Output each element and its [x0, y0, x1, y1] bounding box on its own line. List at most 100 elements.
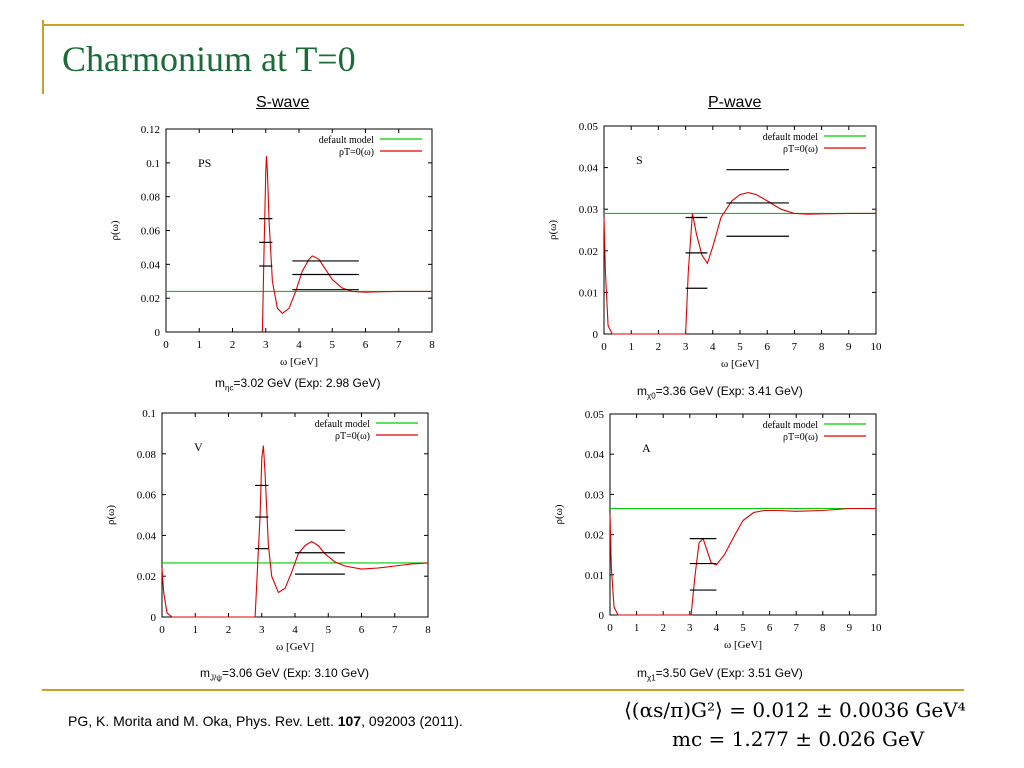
reference-citation: PG, K. Morita and M. Oka, Phys. Rev. Let…	[68, 713, 463, 729]
s-series-rho-t0-line	[603, 192, 876, 335]
p-wave-heading: P-wave	[708, 94, 762, 111]
ps-xtick-label: 0	[163, 339, 169, 351]
v-mass-caption-m: m	[200, 666, 210, 680]
v-legend-label: ρT=0(ω)	[335, 431, 370, 442]
slide-title: Charmonium at T=0	[62, 39, 356, 79]
ps-ytick-label: 0	[155, 327, 161, 339]
v-ytick-label: 0.02	[137, 571, 156, 583]
reference-pre: PG, K. Morita and M. Oka, Phys. Rev. Let…	[68, 713, 338, 729]
s-ytick-label: 0.05	[579, 121, 599, 133]
a-ytick-label: 0.04	[585, 449, 605, 461]
ps-ytick-label: 0.08	[141, 192, 161, 204]
s-legend-label: default model	[763, 132, 818, 143]
s-channel-label: S	[636, 153, 643, 167]
a-xtick-label: 1	[634, 622, 640, 634]
a-xtick-label: 10	[871, 622, 883, 634]
a-mass-caption-text: =3.50 GeV (Exp: 3.51 GeV)	[655, 666, 803, 680]
s-y-axis-label: ρ(ω)	[547, 220, 559, 240]
ps-y-axis-label: ρ(ω)	[109, 220, 121, 240]
a-mass-caption-sub: χ1	[647, 673, 656, 683]
ps-legend-label: ρT=0(ω)	[339, 147, 374, 158]
v-xtick-label: 8	[425, 624, 431, 636]
s-channel-chart: 0 1 2 3 4 5 6 7 8 9 10 0 0.01 0.02 0.03 0.04 0.05 ω [GeV]…	[547, 121, 883, 370]
a-mass-caption-m: m	[637, 666, 647, 680]
ps-mass-caption: mηc=3.02 GeV (Exp: 2.98 GeV)	[215, 376, 381, 392]
charm-mass-formula: mc = 1.277 ± 0.026 GeV	[672, 727, 925, 751]
v-x-axis-label: ω [GeV]	[276, 641, 314, 653]
ps-mass-caption-m: m	[215, 376, 225, 390]
v-ytick-label: 0.06	[137, 490, 157, 502]
v-xtick-label: 1	[193, 624, 199, 636]
reference-volume: 107	[337, 713, 362, 729]
v-ytick-label: 0	[151, 612, 157, 624]
ps-xtick-label: 6	[363, 339, 369, 351]
v-channel-chart: 0 1 2 3 4 5 6 7 8 0 0.02 0.04 0.06 0.08 0.1 ω [GeV] ρ(ω)…	[105, 408, 431, 653]
v-mass-caption: mJ/ψ=3.06 GeV (Exp: 3.10 GeV)	[200, 666, 369, 682]
a-series-rho-t0-line	[609, 507, 876, 616]
a-xtick-label: 6	[767, 622, 773, 634]
accent-bottom-rule	[42, 689, 964, 691]
a-xtick-label: 0	[607, 622, 613, 634]
ps-ytick-label: 0.02	[141, 293, 160, 305]
s-xtick-label: 9	[846, 341, 852, 353]
ps-ytick-label: 0.12	[141, 124, 160, 136]
v-xtick-label: 6	[359, 624, 365, 636]
s-xtick-label: 1	[628, 341, 634, 353]
a-xtick-label: 8	[820, 622, 826, 634]
v-mass-caption-sub: J/ψ	[210, 673, 222, 683]
ps-xtick-label: 8	[429, 339, 435, 351]
reference-post: , 092003 (2011).	[361, 713, 463, 729]
s-xtick-label: 3	[683, 341, 689, 353]
s-mass-caption-m: m	[637, 384, 647, 398]
accent-top-rule	[42, 24, 964, 26]
v-xtick-label: 7	[392, 624, 398, 636]
v-mass-caption-text: =3.06 GeV (Exp: 3.10 GeV)	[221, 666, 370, 680]
v-y-axis-label: ρ(ω)	[105, 505, 117, 525]
s-xtick-label: 10	[871, 341, 883, 353]
s-mass-caption-text: =3.36 GeV (Exp: 3.41 GeV)	[655, 384, 803, 398]
ps-ytick-label: 0.06	[141, 226, 161, 238]
a-xtick-label: 5	[740, 622, 746, 634]
ps-series-rho-t0-line	[261, 156, 432, 333]
s-mass-caption-sub: χ0	[647, 391, 656, 401]
v-series-rho-t0-line	[161, 445, 429, 618]
ps-ytick-label: 0.1	[146, 158, 160, 170]
s-legend-label: ρT=0(ω)	[783, 144, 818, 155]
s-mass-caption: mχ0=3.36 GeV (Exp: 3.41 GeV)	[637, 384, 803, 400]
s-xtick-label: 8	[819, 341, 825, 353]
ps-xtick-label: 2	[230, 339, 236, 351]
a-ytick-label: 0.01	[585, 570, 604, 582]
s-ytick-label: 0.01	[579, 287, 598, 299]
a-xtick-label: 2	[660, 622, 666, 634]
s-ytick-label: 0	[593, 329, 599, 341]
s-xtick-label: 4	[710, 341, 716, 353]
v-ytick-label: 0.1	[142, 408, 156, 420]
a-ytick-label: 0.03	[585, 489, 605, 501]
a-ytick-label: 0	[599, 610, 605, 622]
accent-vertical-bar	[42, 20, 44, 94]
a-x-axis-label: ω [GeV]	[724, 639, 762, 651]
a-mass-caption: mχ1=3.50 GeV (Exp: 3.51 GeV)	[637, 666, 803, 682]
a-channel-chart: 0 1 2 3 4 5 6 7 8 9 10 0 0.01 0.02 0.03 0.04 0.05 ω [GeV]…	[553, 409, 883, 651]
a-channel-label: A	[642, 441, 651, 455]
a-ytick-label: 0.05	[585, 409, 605, 421]
s-xtick-label: 0	[601, 341, 607, 353]
ps-xtick-label: 5	[330, 339, 336, 351]
ps-channel-chart: 0 1 2 3 4 5 6 7 8 0 0.02 0.04 0.06 0.08 0.1 0.12 ω [GeV]…	[109, 124, 435, 368]
v-channel-label: V	[194, 440, 203, 454]
s-wave-heading: S-wave	[256, 94, 310, 111]
gluon-condensate-formula: ⟨(αs/π)G²⟩ = 0.012 ± 0.0036 GeV⁴	[624, 698, 966, 722]
a-y-axis-label: ρ(ω)	[553, 504, 565, 524]
s-ytick-label: 0.02	[579, 246, 598, 258]
a-xtick-label: 9	[847, 622, 853, 634]
v-xtick-label: 5	[326, 624, 332, 636]
v-xtick-label: 4	[292, 624, 298, 636]
ps-xtick-label: 4	[296, 339, 302, 351]
s-ytick-label: 0.03	[579, 204, 599, 216]
s-xtick-label: 7	[792, 341, 798, 353]
s-ytick-label: 0.04	[579, 163, 599, 175]
v-xtick-label: 3	[259, 624, 265, 636]
ps-channel-label: PS	[198, 156, 211, 170]
s-xtick-label: 2	[656, 341, 662, 353]
s-x-axis-label: ω [GeV]	[721, 358, 759, 370]
